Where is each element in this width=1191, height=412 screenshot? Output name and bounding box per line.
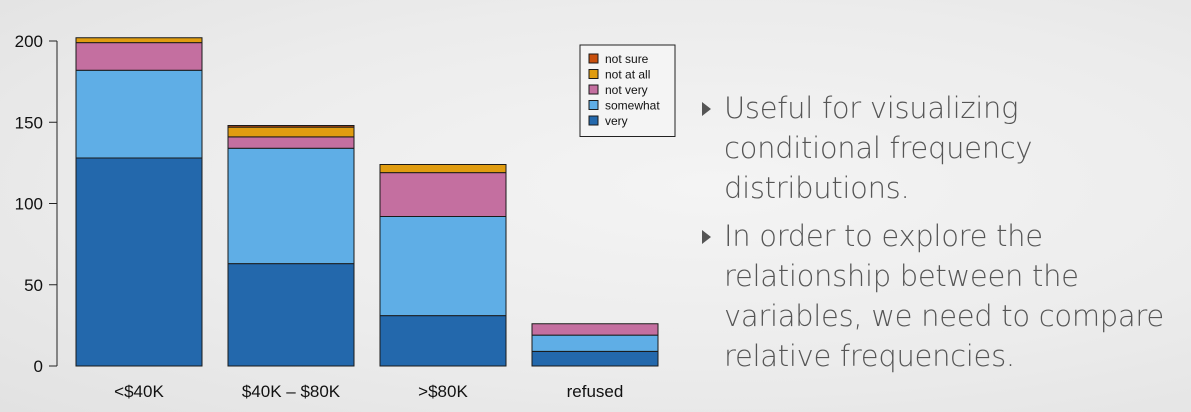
legend-label: somewhat — [605, 99, 660, 113]
bar-segment — [531, 323, 659, 336]
y-tick-label: 100 — [15, 195, 43, 214]
legend-swatch — [588, 69, 599, 79]
y-tick-label: 150 — [15, 113, 43, 132]
x-tick-label: >$80K — [418, 382, 468, 401]
legend-label: not sure — [605, 52, 649, 66]
triangle-bullet-icon — [702, 230, 711, 244]
triangle-bullet-icon — [702, 102, 711, 116]
x-tick-label: <$40K — [114, 382, 164, 401]
bar-segment — [227, 125, 355, 128]
x-tick-label: $40K – $80K — [242, 382, 341, 401]
x-tick-label: refused — [567, 382, 624, 401]
bar-segment — [75, 69, 203, 159]
legend-swatch — [588, 100, 599, 110]
bar-segment — [75, 37, 203, 44]
y-tick-label: 0 — [34, 357, 43, 376]
legend-swatch — [588, 53, 599, 64]
legend-swatch — [588, 115, 599, 126]
bullet-text: In order to explore the relationship bet… — [724, 219, 1164, 373]
bar-segment — [531, 350, 659, 367]
y-tick-label: 50 — [24, 276, 43, 295]
bar-segment — [379, 172, 507, 217]
legend-label: not at all — [605, 68, 650, 82]
bullet-list: Useful for visualizing conditional frequ… — [700, 88, 1180, 384]
bar-segment — [227, 147, 355, 265]
y-tick-label: 200 — [15, 32, 43, 51]
bar-segment — [227, 263, 355, 367]
bar-segment — [75, 157, 203, 367]
legend-label: not very — [605, 83, 648, 97]
bar-segment — [531, 334, 659, 352]
bullet-item: In order to explore the relationship bet… — [700, 216, 1180, 376]
bar-segment — [227, 126, 355, 138]
bar-segment — [227, 136, 355, 149]
bar-segment — [75, 42, 203, 71]
bullet-text: Useful for visualizing conditional frequ… — [724, 91, 1033, 205]
stacked-bar-chart: 0 50 100 150 200 <$40K $40K – $80K >$80K refused… — [15, 32, 676, 401]
bullet-item: Useful for visualizing conditional frequ… — [700, 88, 1180, 208]
bar-segment — [379, 216, 507, 317]
bar-segment — [379, 315, 507, 367]
bar-segment — [379, 164, 507, 174]
legend-label: very — [605, 114, 628, 128]
legend-swatch — [588, 84, 599, 95]
